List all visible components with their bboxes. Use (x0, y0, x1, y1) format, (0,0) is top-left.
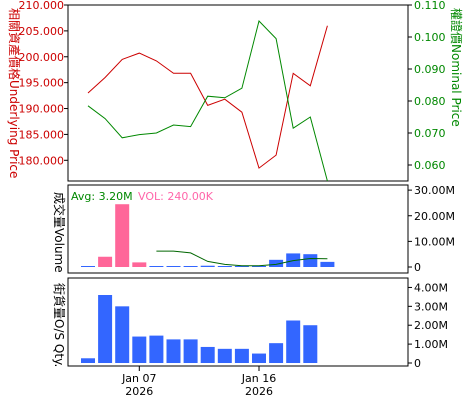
os-qty-tick-label: 3.00M (414, 300, 448, 313)
os-qty-bar (183, 339, 198, 363)
price-tick-group: 210.000 205.000 200.000 195.000 190.000 185.0… (19, 0, 446, 172)
volume-tick-label: 30.00M (414, 184, 455, 197)
volume-bar (81, 266, 95, 267)
nominal-price-axis-title: 權證價Nominal Price (449, 8, 464, 127)
right-tick-label: 0.070 (414, 127, 446, 140)
volume-bar (252, 266, 266, 267)
volume-bar (320, 261, 335, 267)
os-qty-bar (166, 339, 181, 363)
x-tick-label: Jan 07 (121, 372, 156, 385)
right-tick-label: 0.110 (414, 0, 446, 12)
left-tick-label: 200.000 (19, 51, 65, 64)
volume-bars-group: 30.00M 20.00M 10.00M 0 (81, 184, 455, 274)
os-qty-bar (234, 348, 249, 363)
volume-tick-label: 10.00M (414, 235, 455, 248)
os-qty-bar (98, 295, 113, 363)
os-qty-tick-label: 1.00M (414, 338, 448, 351)
os-qty-bar (303, 325, 318, 363)
volume-avg-line (156, 250, 328, 267)
os-qty-bar (149, 335, 164, 363)
right-tick-label: 0.100 (414, 31, 446, 44)
underlying-price-axis-title: 相關資產價格Underlying Price (7, 8, 22, 178)
volume-bar (200, 265, 215, 267)
right-tick-label: 0.060 (414, 159, 446, 172)
os-qty-bars-group: 4.00M 3.00M 2.00M 1.00M 0 (81, 281, 448, 370)
os-qty-bar (252, 353, 266, 363)
os-qty-tick-label: 4.00M (414, 281, 448, 294)
x-tick-year: 2026 (125, 385, 153, 398)
left-tick-label: 195.000 (19, 77, 65, 90)
volume-bar (217, 266, 232, 267)
left-tick-label: 185.000 (19, 128, 65, 141)
right-tick-label: 0.090 (414, 63, 446, 76)
right-tick-label: 0.080 (414, 95, 446, 108)
volume-bar (115, 204, 130, 267)
volume-bar (98, 256, 113, 267)
os-qty-bar (115, 306, 130, 363)
volume-bar (303, 254, 318, 267)
volume-axis-title: 成交量Volume (52, 192, 67, 273)
price-lines-group (87, 20, 328, 182)
warrant-price-line (87, 20, 328, 182)
os-qty-bar (269, 343, 284, 363)
os-qty-tick-label: 2.00M (414, 319, 448, 332)
volume-avg-legend: Avg: 3.20M (71, 190, 133, 203)
volume-bar (132, 262, 147, 267)
os-qty-bar (132, 336, 147, 363)
x-tick-label: Jan 16 (241, 372, 276, 385)
left-tick-label: 205.000 (19, 25, 65, 38)
price-panel-frame (67, 4, 409, 182)
os-qty-bar (217, 348, 232, 363)
os-qty-bar (200, 346, 215, 363)
os-qty-bar (81, 358, 95, 363)
left-tick-label: 180.000 (19, 154, 65, 167)
volume-bar (166, 266, 181, 267)
os-qty-tick-label: 0 (414, 357, 421, 370)
left-tick-label: 190.000 (19, 103, 65, 116)
volume-bar (269, 259, 284, 267)
x-tick-year: 2026 (245, 385, 273, 398)
volume-bar (149, 266, 164, 267)
os-qty-axis-title: 街貨量O/S Qty. (52, 283, 67, 367)
volume-tick-label: 20.00M (414, 210, 455, 223)
volume-bar (183, 266, 198, 267)
left-tick-label: 210.000 (19, 0, 65, 12)
volume-bar (234, 266, 249, 267)
volume-tick-label: 0 (414, 261, 421, 274)
os-qty-bar (286, 320, 301, 363)
volume-current-legend: VOL: 240.00K (138, 190, 214, 203)
